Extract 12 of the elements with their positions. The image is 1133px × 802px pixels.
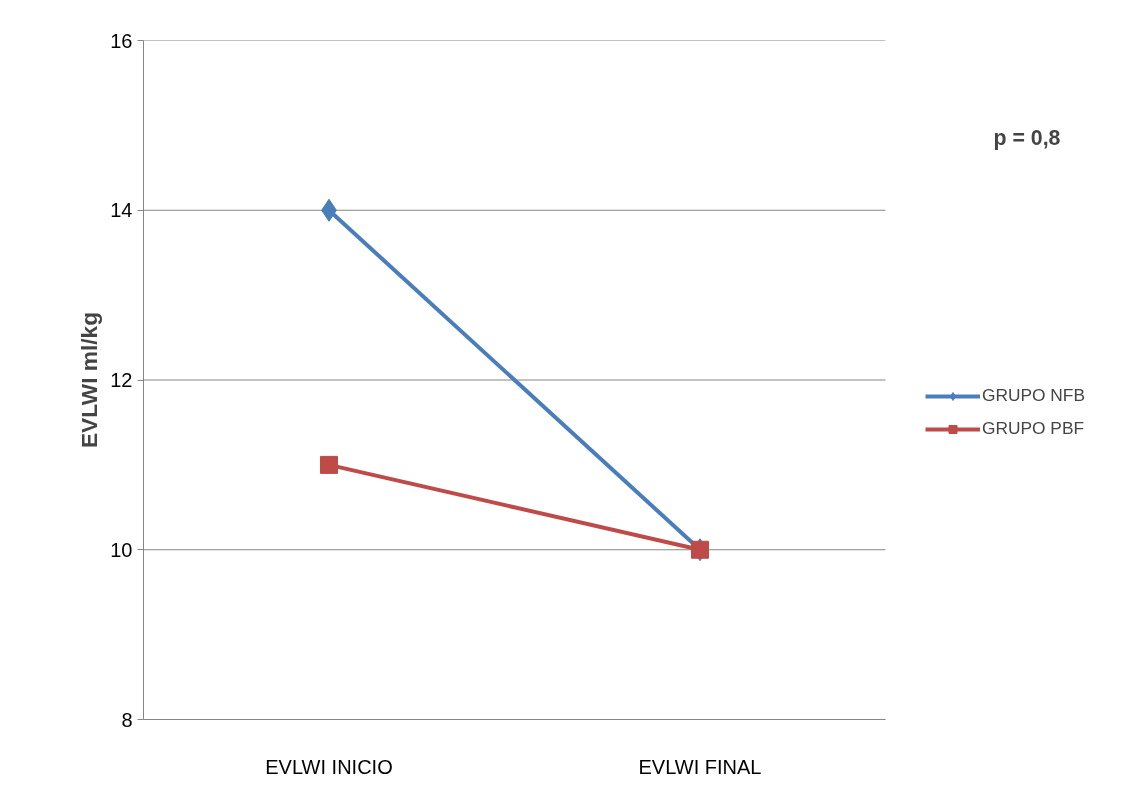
text: p = 0,8 — [993, 125, 1061, 150]
y-tick-label: 10 — [110, 538, 133, 561]
y-tick-label: 16 — [110, 29, 133, 52]
legend-label: GRUPO PBF — [982, 418, 1085, 439]
y-tick-label: 12 — [110, 369, 133, 391]
point — [320, 455, 338, 474]
x-tick-label: EVLWI INICIO — [265, 755, 393, 778]
y-axis-title: EVLWI ml/kg — [76, 312, 103, 448]
y-tick-label: 14 — [110, 199, 133, 222]
y-tick-label: 8 — [121, 708, 133, 731]
legend-label: GRUPO NFB — [982, 385, 1086, 406]
x-tick-label: EVLWI FINAL — [638, 755, 762, 778]
